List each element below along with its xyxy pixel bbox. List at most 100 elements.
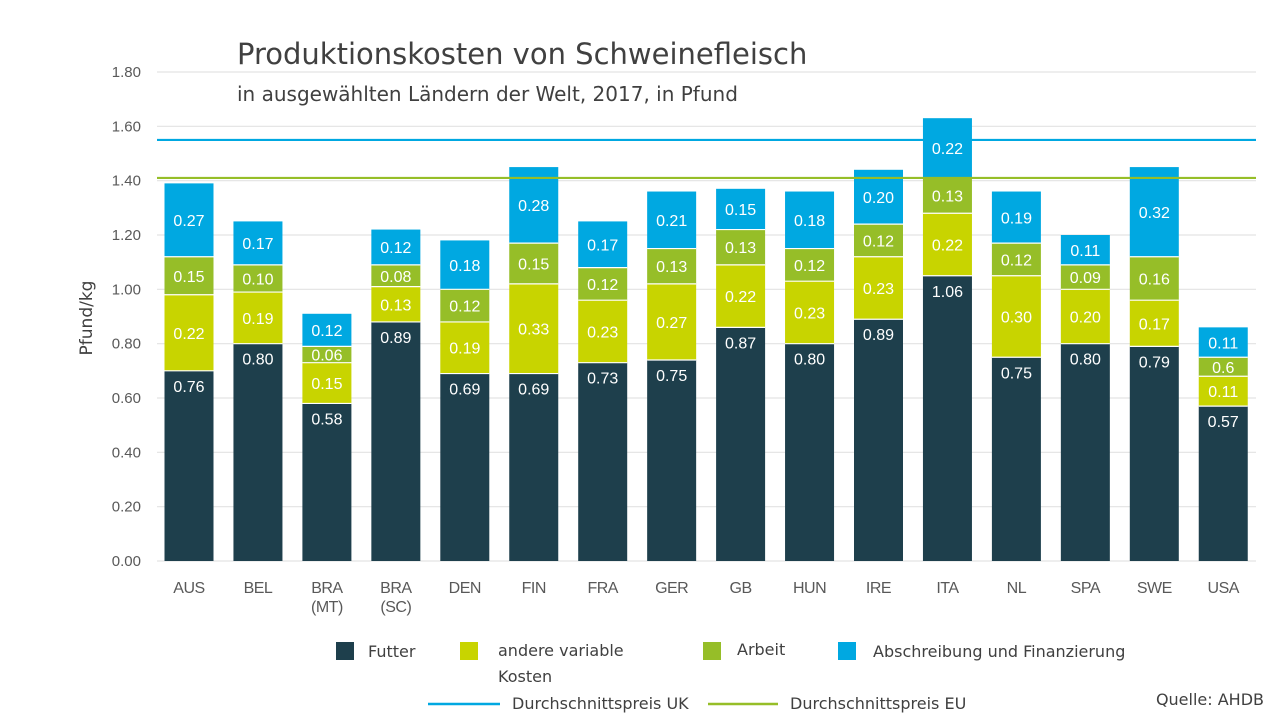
x-tick-label: USA xyxy=(1208,580,1240,597)
x-tick-label: IRE xyxy=(866,580,891,597)
bar-segment xyxy=(371,229,421,265)
x-tick-label: SWE xyxy=(1137,580,1172,597)
data-label: 1.06 xyxy=(932,284,963,301)
data-label: 0.19 xyxy=(449,341,480,358)
y-axis-ticks: 0.00 0.20 0.40 0.60 0.80 1.00 1.20 1.40 1.60 1.80 xyxy=(112,64,141,570)
x-tick-label: HUN xyxy=(793,580,826,597)
bar-segment xyxy=(164,183,214,257)
bar-segment xyxy=(164,370,214,561)
data-label: 0.58 xyxy=(311,411,342,428)
y-tick-label: 0.60 xyxy=(112,390,141,407)
bar-segment xyxy=(1060,343,1110,561)
y-tick-label: 0.80 xyxy=(112,336,141,353)
bar-segment xyxy=(1198,406,1248,561)
bar-segment xyxy=(1129,167,1179,257)
data-label: 0.75 xyxy=(1001,365,1032,382)
data-label: 0.15 xyxy=(173,269,204,286)
data-label: 0.6 xyxy=(1212,360,1234,377)
data-label: 0.69 xyxy=(518,382,549,399)
x-tick-label: FIN xyxy=(522,580,546,597)
x-tick-label: BRA xyxy=(380,580,412,597)
bar-segment xyxy=(371,264,421,287)
bar-segment xyxy=(302,403,352,561)
source-note: Quelle: AHDB xyxy=(1156,690,1264,709)
bar-segment xyxy=(440,240,490,290)
data-label: 0.11 xyxy=(1208,384,1238,401)
legend-label-arbeit: Arbeit xyxy=(737,640,785,659)
x-tick-label: ITA xyxy=(936,580,959,597)
data-label: 0.23 xyxy=(587,324,618,341)
data-label: 0.80 xyxy=(242,352,273,369)
bar-segment xyxy=(302,346,352,363)
data-label: 0.87 xyxy=(725,335,756,352)
bar-segment xyxy=(233,292,283,344)
data-label: 0.17 xyxy=(1139,316,1170,333)
bar-segment xyxy=(164,294,214,371)
data-label: 0.11 xyxy=(1070,243,1100,260)
data-label: 0.21 xyxy=(656,213,687,230)
bar-segment xyxy=(1060,289,1110,344)
bar-segment xyxy=(578,221,628,268)
data-label: 0.19 xyxy=(242,311,273,328)
bar-segment xyxy=(854,256,903,320)
x-tick-label: GB xyxy=(730,580,752,597)
bar-segment xyxy=(1060,235,1110,265)
legend-label-futter: Futter xyxy=(368,642,416,661)
bar-segment xyxy=(991,243,1041,276)
x-tick-label: BEL xyxy=(244,580,273,597)
bar-segment xyxy=(233,221,283,265)
y-axis-label: Pfund/kg xyxy=(77,281,97,356)
y-tick-label: 1.20 xyxy=(112,227,141,244)
y-tick-label: 1.40 xyxy=(112,173,141,190)
data-label: 0.12 xyxy=(794,258,825,275)
data-label: 0.16 xyxy=(1139,271,1170,288)
legend-label-eu: Durchschnittspreis EU xyxy=(790,694,966,713)
bar-segment xyxy=(371,321,421,561)
bar-segment xyxy=(578,362,628,561)
data-label: 0.12 xyxy=(449,299,480,316)
x-tick-label: NL xyxy=(1007,580,1027,597)
data-label: 0.27 xyxy=(656,315,687,332)
bar-segment xyxy=(371,286,421,322)
bar-segment xyxy=(302,362,352,404)
bar-segment xyxy=(233,264,283,293)
bar-segment xyxy=(922,177,972,214)
x-axis-ticks: AUS BEL BRA (MT) BRA (SC) DEN FIN FRA GER GB HUN IRE… xyxy=(173,580,1240,616)
x-tick-label: (MT) xyxy=(311,599,343,616)
bar-segment xyxy=(1198,357,1248,377)
data-label: 0.12 xyxy=(587,277,618,294)
bar-segment xyxy=(1198,327,1248,358)
data-label: 0.79 xyxy=(1139,354,1170,371)
data-label: 0.12 xyxy=(1001,252,1032,269)
data-label: 0.13 xyxy=(380,297,411,314)
bar-segment xyxy=(578,300,628,363)
data-label: 0.11 xyxy=(1208,335,1238,352)
data-label: 0.06 xyxy=(311,348,342,365)
data-label: 0.15 xyxy=(518,257,549,274)
reference-lines xyxy=(157,138,1256,180)
bar-segment xyxy=(1129,346,1179,561)
x-tick-label: SPA xyxy=(1071,580,1101,597)
data-label: 0.17 xyxy=(587,238,618,255)
x-tick-label: FRA xyxy=(587,580,618,597)
bar-segment xyxy=(440,373,490,561)
bar-segment xyxy=(716,264,766,328)
bar-segment xyxy=(922,275,972,561)
data-label: 0.13 xyxy=(725,240,756,257)
bar-segment xyxy=(716,188,766,230)
y-tick-label: 1.80 xyxy=(112,64,141,81)
bar-segment xyxy=(785,191,835,249)
data-label: 0.13 xyxy=(656,259,687,276)
bar-segment xyxy=(302,313,352,347)
data-label: 0.33 xyxy=(518,322,549,339)
bar-segment xyxy=(716,229,766,265)
y-tick-label: 0.20 xyxy=(112,499,141,516)
data-label: 0.80 xyxy=(1070,352,1101,369)
bar-segment xyxy=(785,281,835,344)
data-label: 0.12 xyxy=(311,323,342,340)
chart-title: Produktionskosten von Schweinefleisch xyxy=(237,37,807,71)
legend-swatch-futter xyxy=(336,642,354,660)
data-label: 0.22 xyxy=(173,326,204,343)
bar-segment xyxy=(509,373,559,561)
